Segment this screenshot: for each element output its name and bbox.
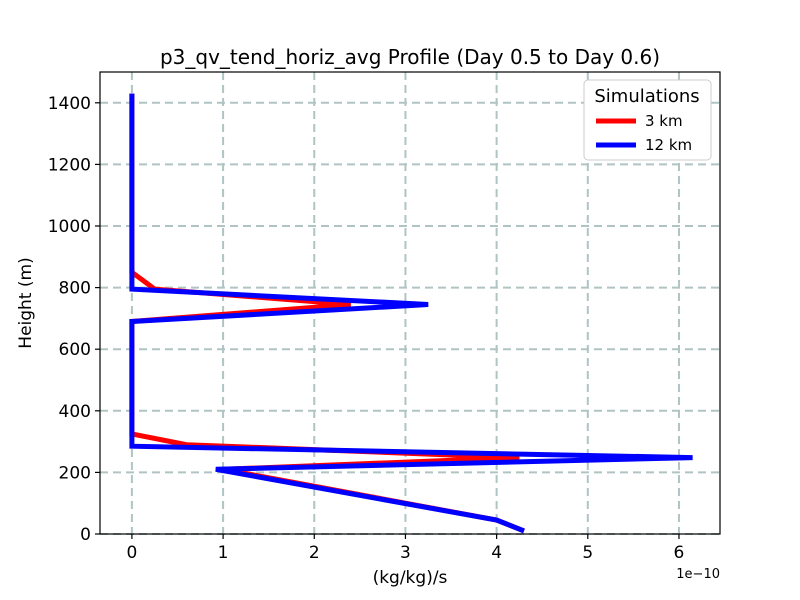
x-tick-label: 3: [400, 543, 411, 563]
y-tick-label: 1400: [48, 94, 91, 114]
series-lines: [129, 93, 693, 534]
x-axis-label: (kg/kg)/s: [373, 568, 448, 588]
y-tick-label: 200: [59, 463, 91, 483]
legend-title: Simulations: [594, 86, 699, 107]
legend-box: [583, 79, 712, 161]
plot-area-frame: [99, 71, 721, 535]
x-tick-label: 4: [491, 543, 502, 563]
x-tick-label: 1: [218, 543, 229, 563]
y-tick-label: 1000: [48, 217, 91, 237]
legend-entry-label: 12 km: [645, 136, 692, 154]
x-axis-ticks: 0 1 2 3 4 5 6: [126, 534, 684, 563]
y-tick-label: 0: [80, 525, 91, 545]
y-tick-label: 600: [59, 340, 91, 360]
legend: Simulations 3 km 12 km: [583, 79, 712, 161]
chart-title: p3_qv_tend_horiz_avg Profile (Day 0.5 to…: [160, 45, 660, 69]
legend-entries: 3 km 12 km: [596, 112, 692, 154]
y-axis-label: Height (m): [16, 257, 36, 348]
y-axis-ticks: 0 200 400 600 800 1000 1200 1400: [48, 94, 100, 545]
y-tick-label: 800: [59, 279, 91, 299]
y-tick-label: 400: [59, 402, 91, 422]
x-tick-label: 5: [582, 543, 593, 563]
x-axis-offset-label: 1e−10: [676, 567, 720, 582]
series-line-2: [129, 93, 693, 534]
x-tick-label: 0: [126, 543, 137, 563]
x-tick-label: 2: [309, 543, 320, 563]
y-tick-label: 1200: [48, 155, 91, 175]
legend-entry-label: 3 km: [645, 112, 683, 130]
x-tick-label: 6: [674, 543, 685, 563]
